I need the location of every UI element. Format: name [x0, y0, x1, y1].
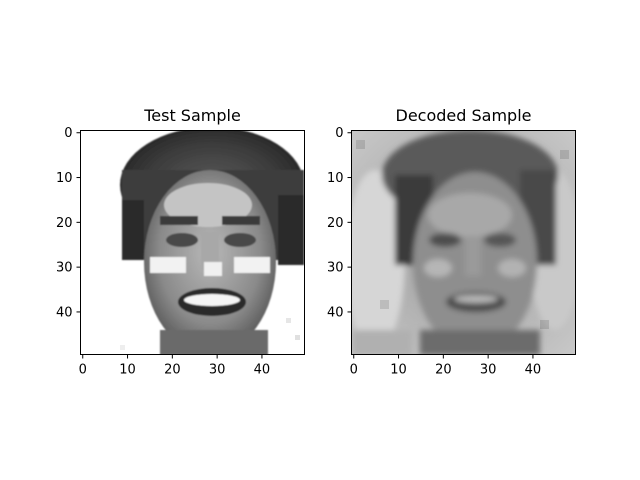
y-tick-label: 10	[56, 171, 73, 186]
x-tick-label: 20	[435, 363, 452, 378]
axes-frame	[351, 130, 576, 355]
panel-decoded-sample: Decoded Sample	[327, 106, 576, 378]
y-tick-label: 20	[327, 216, 344, 231]
axis-ticks: 0 10 20 30 40 0 10 20 30 40	[56, 126, 270, 377]
x-tick-label: 40	[525, 363, 542, 378]
axes-frame	[80, 130, 305, 355]
y-tick-label: 40	[56, 305, 73, 320]
y-tick-label: 20	[56, 216, 73, 231]
x-tick-label: 0	[350, 363, 358, 378]
x-tick-label: 30	[480, 363, 497, 378]
y-tick-label: 30	[327, 261, 344, 276]
y-tick-label: 10	[327, 171, 344, 186]
x-tick-label: 30	[209, 363, 226, 378]
panel-title: Test Sample	[143, 106, 241, 125]
axis-ticks: 0 10 20 30 40 0 10 20 30 40	[327, 126, 541, 377]
panel-test-sample: Test Sample	[56, 106, 305, 378]
decoded-sample-image	[351, 130, 576, 355]
panel-title: Decoded Sample	[396, 106, 532, 125]
y-tick-label: 0	[335, 126, 343, 141]
y-tick-label: 30	[56, 261, 73, 276]
y-tick-label: 0	[64, 126, 72, 141]
x-tick-label: 10	[119, 363, 136, 378]
test-sample-image	[80, 130, 305, 355]
y-tick-label: 40	[327, 305, 344, 320]
x-tick-label: 40	[254, 363, 271, 378]
x-tick-label: 10	[390, 363, 407, 378]
x-tick-label: 0	[79, 363, 87, 378]
x-tick-label: 20	[164, 363, 181, 378]
